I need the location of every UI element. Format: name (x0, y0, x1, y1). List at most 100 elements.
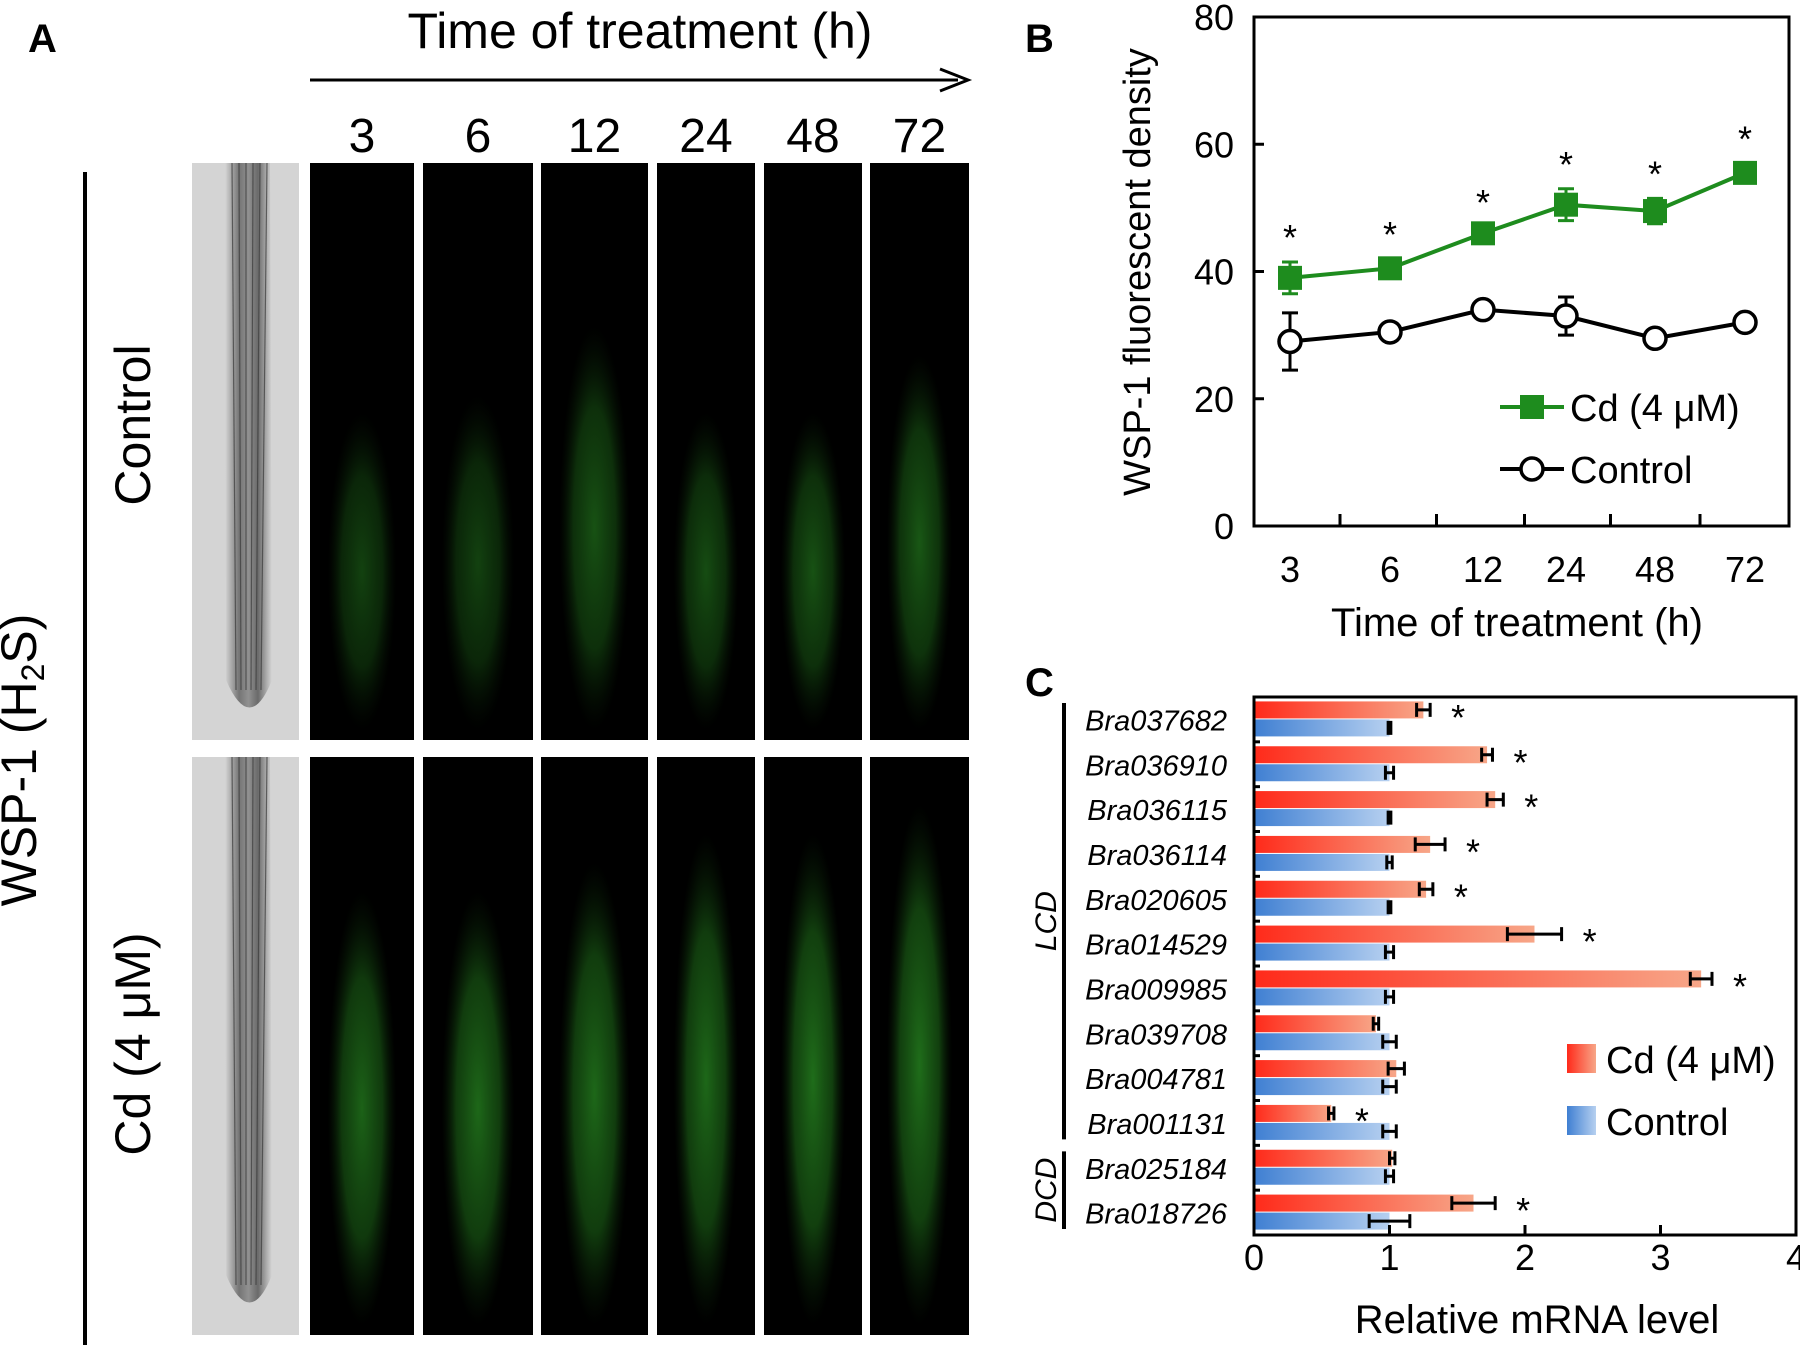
root-cell-file (255, 756, 261, 1286)
error-bar (1450, 1196, 1497, 1211)
bar-control (1254, 809, 1390, 827)
error-bar (1371, 1016, 1381, 1031)
significance-asterisk: * (1733, 966, 1747, 1007)
brightfield-image (192, 756, 299, 1335)
data-point-circle (1642, 325, 1668, 352)
panel-letter-a: A (28, 17, 57, 61)
x-tick-label: 48 (1635, 549, 1675, 590)
panel-c-bar-chart: C Bra037682 * Bra036910 * Bra036115 * Bra03611… (1025, 661, 1800, 1342)
legend-label-control: Control (1606, 1102, 1729, 1144)
bar-cd (1254, 835, 1431, 853)
data-point-circle (1470, 296, 1496, 323)
brightfield-image (192, 162, 299, 740)
root-fluorescence (673, 833, 739, 1325)
y-tick-label: 60 (1194, 124, 1234, 165)
root-fluorescence (780, 412, 846, 730)
error-bar (1415, 702, 1432, 717)
x-tick-label: 4 (1786, 1237, 1800, 1278)
gene-label: Bra036114 (1087, 840, 1227, 872)
x-tick-label: 3 (1280, 549, 1300, 590)
x-tick-label: 6 (1380, 549, 1400, 590)
bar-cd (1254, 746, 1488, 764)
x-axis-title: Time of treatment (h) (1331, 601, 1703, 645)
bar-cd (1254, 925, 1535, 943)
data-point-circle (1277, 328, 1303, 355)
error-bar (1383, 1169, 1396, 1184)
error-bar (1417, 882, 1435, 897)
x-tick-label: 12 (1463, 549, 1503, 590)
fluorescence-image (764, 757, 862, 1335)
data-point-square (1278, 265, 1302, 290)
bar-cd (1254, 970, 1702, 988)
fluorescence-image (541, 163, 648, 740)
error-bar (1383, 945, 1396, 960)
fluorescence-image (423, 163, 533, 740)
x-tick-label: 1 (1379, 1237, 1399, 1278)
root-cell-file (260, 162, 268, 691)
significance-asterisk: * (1454, 876, 1468, 917)
legend-label-cd: Cd (4 μM) (1570, 388, 1740, 430)
x-axis-title: Relative mRNA level (1355, 1298, 1720, 1342)
root-fluorescence (327, 412, 397, 730)
root-fluorescence (886, 354, 953, 730)
x-tick-label: 2 (1515, 1237, 1535, 1278)
root-cell-file (250, 162, 254, 691)
fluorescence-image (310, 163, 414, 740)
y-tick-label: 20 (1194, 379, 1234, 420)
time-point-labels: 3 6 12 24 48 72 (349, 110, 947, 163)
root-fluorescence (559, 326, 630, 730)
root-fluorescence (780, 833, 846, 1325)
time-point-label: 3 (349, 110, 376, 163)
error-bar (1381, 1034, 1398, 1049)
row-label-control: Control (105, 344, 161, 505)
legend-swatch-cd (1567, 1044, 1596, 1073)
error-bar (1413, 837, 1447, 852)
error-bar (1327, 1106, 1336, 1121)
group-label-lcd: LCD (1030, 891, 1063, 951)
bar-control (1254, 1033, 1390, 1051)
root-shape (225, 163, 272, 708)
error-bar (1688, 971, 1714, 986)
legend-label-control: Control (1570, 450, 1693, 492)
panel-b-line-chart: B 0 20 40 60 80 3 6 12 24 48 72 Time of treatment (… (1025, 0, 1791, 645)
error-bar (1480, 747, 1494, 762)
root-fluorescence (327, 891, 397, 1325)
significance-asterisk: * (1583, 921, 1597, 962)
root-cell-file (238, 162, 242, 691)
time-arrow (310, 67, 973, 93)
error-bar (1485, 792, 1505, 807)
fluorescence-image (657, 163, 755, 740)
bar-cd (1254, 1194, 1474, 1212)
gene-label: Bra036910 (1085, 750, 1227, 782)
bar-control (1254, 853, 1390, 871)
data-point-square (1643, 199, 1667, 224)
error-bar (1505, 927, 1564, 942)
significance-asterisk: * (1283, 217, 1297, 258)
legend: Cd (4 μM) Control (1567, 1040, 1776, 1144)
error-bar (1383, 989, 1396, 1004)
gene-label: Bra037682 (1085, 705, 1227, 737)
y-tick-label: 0 (1214, 506, 1234, 547)
error-bar (1386, 720, 1393, 735)
time-axis-title: Time of treatment (h) (408, 3, 873, 59)
legend-label-cd: Cd (4 μM) (1606, 1040, 1776, 1082)
root-fluorescence (559, 862, 630, 1325)
bar-control (1254, 898, 1390, 916)
series-line (1289, 171, 1746, 280)
gene-label: Bra004781 (1085, 1064, 1227, 1096)
error-bar (1386, 1061, 1406, 1076)
legend: Cd (4 μM) Control (1500, 388, 1740, 492)
fluorescence-image (310, 757, 414, 1335)
significance-asterisk: * (1383, 214, 1397, 255)
time-point-label: 72 (893, 110, 946, 163)
y-tick-label: 80 (1194, 0, 1234, 38)
micrograph-grid (192, 162, 969, 1335)
root-cell-file (255, 162, 261, 691)
panel-a: A Time of treatment (h) 3 6 12 24 48 72 WSP-1… (0, 3, 973, 1345)
root-fluorescence (441, 395, 515, 730)
root-fluorescence (886, 804, 953, 1325)
series-line (1289, 307, 1746, 344)
series-control (1277, 295, 1758, 372)
gene-label: Bra018726 (1085, 1199, 1228, 1231)
